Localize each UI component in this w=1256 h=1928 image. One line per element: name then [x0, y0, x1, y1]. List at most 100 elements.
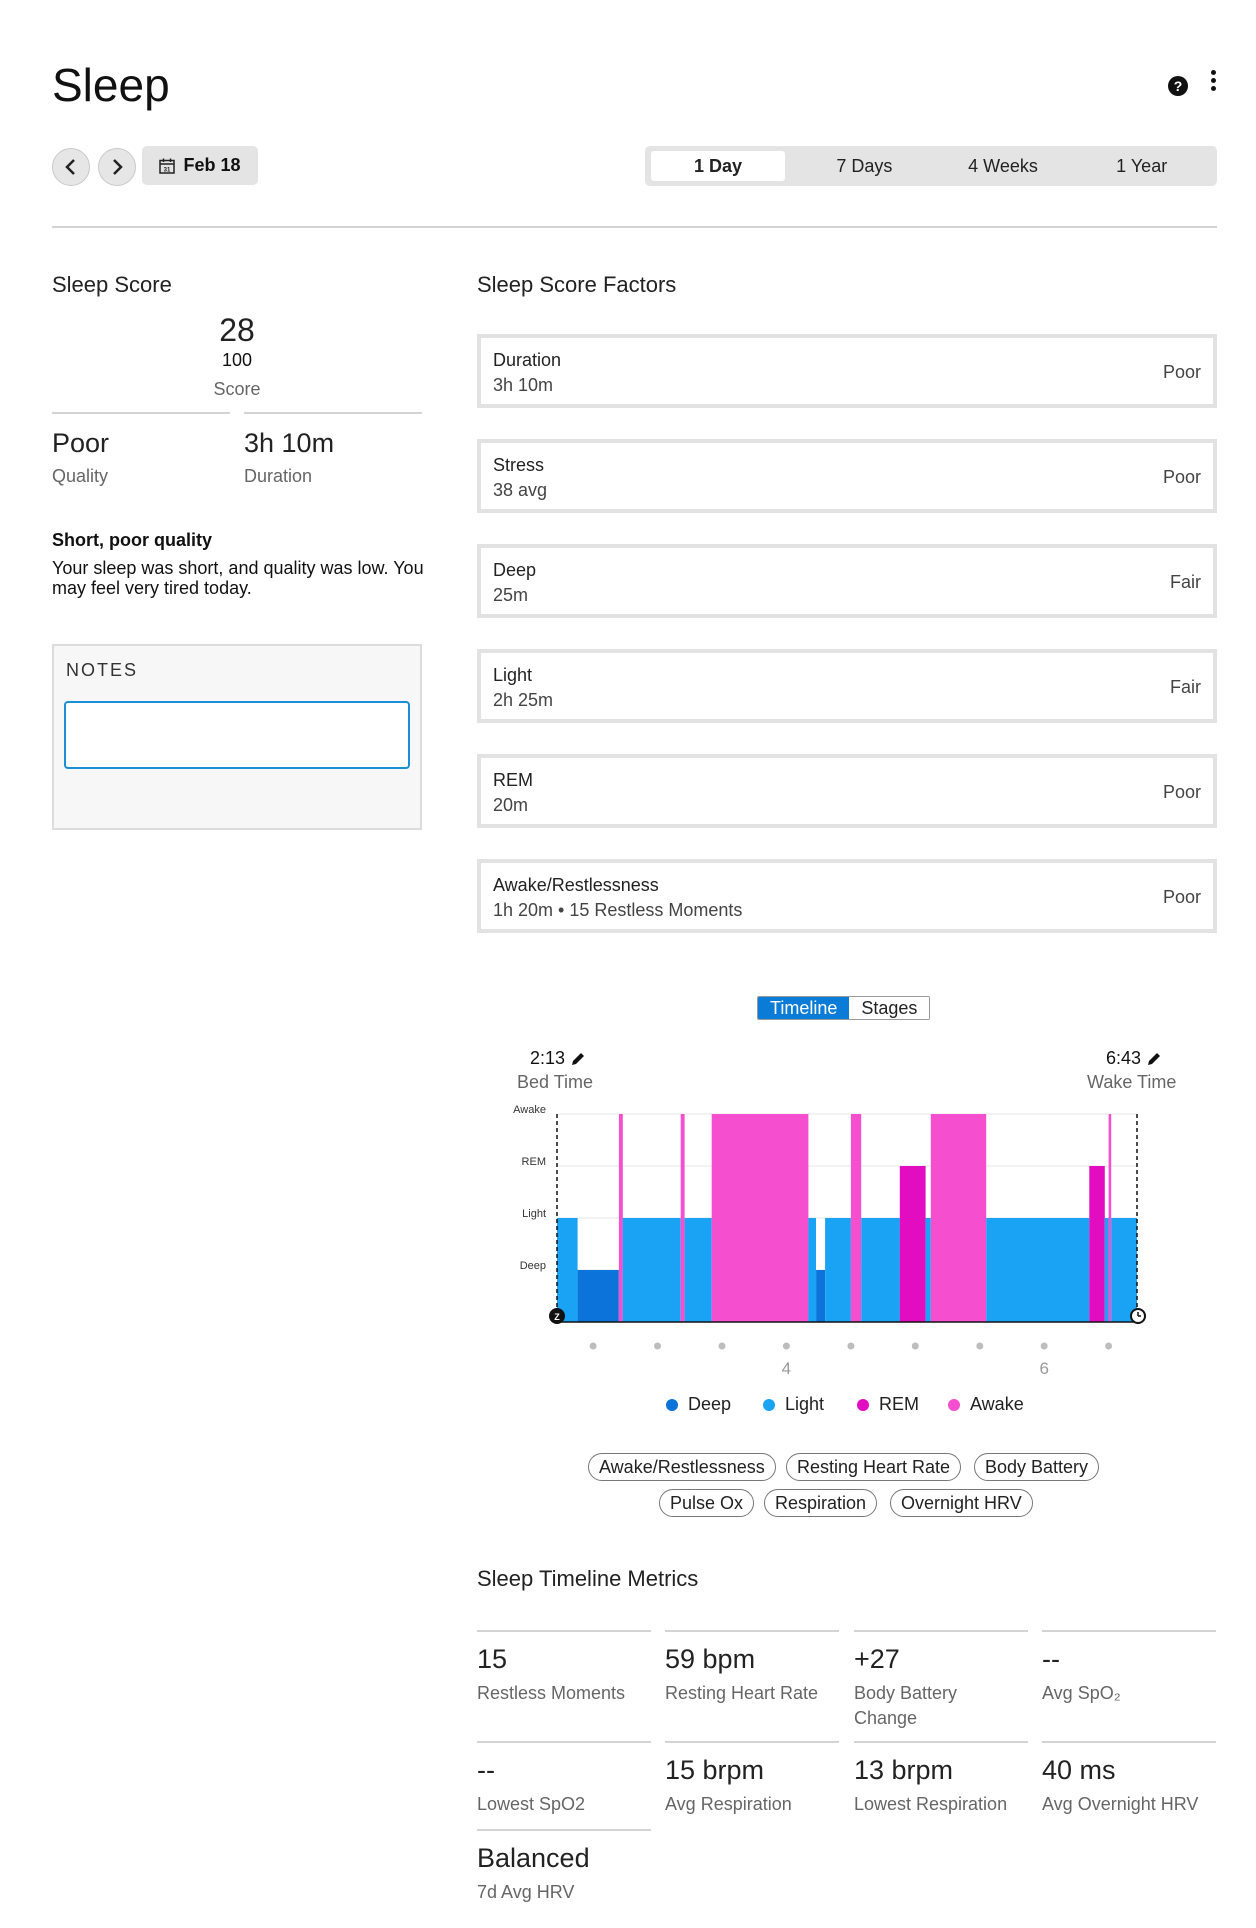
sleep-segment-light	[1111, 1218, 1137, 1322]
chart-view-toggle: Timeline Stages	[757, 996, 931, 1020]
factor-light[interactable]: Light 2h 25m Fair	[477, 649, 1217, 723]
calendar-day-text: 31	[164, 167, 171, 173]
factor-stress[interactable]: Stress 38 avg Poor	[477, 439, 1217, 513]
factor-rem[interactable]: REM 20m Poor	[477, 754, 1217, 828]
help-icon[interactable]: ?	[1168, 76, 1188, 96]
notes-panel: NOTES	[52, 644, 422, 830]
sleep-segment-awake	[850, 1114, 862, 1322]
bed-time-editor[interactable]: 2:13	[530, 1048, 587, 1069]
factor-name: Light	[493, 665, 533, 685]
tab-1-day[interactable]: 1 Day	[651, 151, 785, 181]
time-tick-dot	[589, 1342, 597, 1350]
metric-lowest-spo2: -- Lowest SpO2	[477, 1741, 651, 1817]
next-day-button[interactable]	[98, 148, 136, 186]
factor-duration[interactable]: Duration 3h 10m Poor	[477, 334, 1217, 408]
pill-resting-heart-rate[interactable]: Resting Heart Rate	[786, 1453, 962, 1481]
more-options-icon[interactable]	[1208, 70, 1218, 96]
sleep-segment-light	[986, 1218, 1090, 1322]
sleep-segment-light	[808, 1218, 816, 1322]
sleep-segment-deep	[816, 1270, 826, 1322]
wake-time-editor[interactable]: 6:43	[1106, 1048, 1163, 1069]
metric-resting-heart-rate: 59 bpm Resting Heart Rate	[665, 1630, 839, 1706]
notes-input[interactable]	[64, 701, 410, 769]
factor-name: Awake/Restlessness	[493, 875, 659, 895]
duration-value: 3h 10m	[244, 428, 335, 458]
time-tick-dot	[976, 1342, 984, 1350]
metric-restless-moments: 15 Restless Moments	[477, 1630, 651, 1706]
pill-awake-restlessness[interactable]: Awake/Restlessness	[588, 1453, 776, 1481]
factor-value: 25m	[493, 585, 529, 605]
factor-deep[interactable]: Deep 25m Fair	[477, 544, 1217, 618]
tab-timeline[interactable]: Timeline	[758, 997, 850, 1019]
calendar-icon: 31	[159, 158, 176, 174]
sleep-segment-awake	[711, 1114, 809, 1322]
pencil-icon	[1148, 1052, 1161, 1065]
header-divider	[52, 226, 1217, 228]
factors-heading: Sleep Score Factors	[477, 272, 677, 297]
legend-awake: Awake	[948, 1394, 1024, 1415]
light-swatch	[763, 1398, 775, 1411]
time-tick-dot	[847, 1342, 855, 1350]
date-picker-button[interactable]: 31 Feb 18	[142, 146, 258, 185]
legend-deep: Deep	[666, 1394, 731, 1415]
page-title: Sleep	[52, 59, 170, 111]
time-tick-dot	[718, 1342, 726, 1350]
metric-avg-spo2: -- Avg SpO₂	[1042, 1630, 1216, 1706]
time-tick-dot	[1105, 1342, 1113, 1350]
sleep-timeline-chart: Awake REM Light Deep Z 4 6	[513, 1104, 1146, 1378]
factor-rating: Poor	[1162, 887, 1201, 907]
tab-stages[interactable]: Stages	[861, 998, 918, 1018]
factor-value: 3h 10m	[493, 375, 554, 395]
stage-label-rem: REM	[522, 1156, 546, 1168]
chevron-left-icon	[65, 159, 75, 175]
pill-respiration[interactable]: Respiration	[764, 1489, 878, 1517]
sleep-segment-light	[1104, 1218, 1109, 1322]
stage-label-deep: Deep	[520, 1260, 546, 1272]
metric-avg-overnight-hrv: 40 ms Avg Overnight HRV	[1042, 1741, 1216, 1817]
factor-rating: Fair	[1170, 572, 1201, 592]
pill-overnight-hrv[interactable]: Overnight HRV	[890, 1489, 1033, 1517]
hour-tick-label: 6	[1039, 1359, 1048, 1378]
metric-avg-respiration: 15 brpm Avg Respiration	[665, 1741, 839, 1817]
tab-4-weeks[interactable]: 4 Weeks	[968, 156, 1038, 176]
sleep-segment-awake	[618, 1114, 623, 1322]
factor-value: 38 avg	[493, 480, 548, 500]
stage-label-light: Light	[522, 1208, 546, 1220]
factor-rating: Poor	[1162, 362, 1201, 382]
wake-time-label: Wake Time	[1087, 1072, 1177, 1092]
pencil-icon	[572, 1052, 585, 1065]
previous-day-button[interactable]	[52, 148, 90, 186]
pill-body-battery[interactable]: Body Battery	[974, 1453, 1100, 1481]
sleep-segment-awake	[1108, 1114, 1112, 1322]
awake-swatch	[948, 1398, 960, 1411]
tab-7-days[interactable]: 7 Days	[836, 156, 893, 176]
sleep-segment-light	[557, 1218, 578, 1322]
summary-title: Short, poor quality	[52, 530, 212, 550]
metric-7d-avg-hrv: Balanced 7d Avg HRV	[477, 1829, 651, 1905]
range-tabs: 1 Day 7 Days 4 Weeks 1 Year	[645, 146, 1217, 186]
factor-awake-restlessness[interactable]: Awake/Restlessness 1h 20m • 15 Restless …	[477, 859, 1217, 933]
factor-name: Duration	[493, 350, 562, 370]
legend-rem: REM	[857, 1394, 919, 1415]
svg-text:Z: Z	[554, 1312, 560, 1322]
summary-text: Your sleep was short, and quality was lo…	[52, 558, 424, 598]
factor-rating: Poor	[1162, 467, 1201, 487]
time-tick-dot	[911, 1342, 919, 1350]
sleep-segment-awake	[680, 1114, 685, 1322]
factor-name: REM	[493, 770, 533, 790]
factor-value: 20m	[493, 795, 529, 815]
factor-value: 1h 20m • 15 Restless Moments	[493, 900, 743, 920]
sleep-segment-rem	[899, 1166, 926, 1322]
pill-pulse-ox[interactable]: Pulse Ox	[659, 1489, 755, 1517]
chevron-right-icon	[113, 159, 123, 175]
legend-light: Light	[763, 1394, 824, 1415]
sleep-segment-light	[684, 1218, 712, 1322]
tab-1-year[interactable]: 1 Year	[1116, 156, 1168, 176]
bed-time-value: 2:13	[530, 1048, 566, 1068]
quality-value: Poor	[52, 428, 110, 458]
deep-swatch	[666, 1398, 678, 1411]
score-divider-left	[52, 412, 230, 414]
duration-label: Duration	[244, 466, 313, 486]
sleep-segment-deep	[577, 1270, 619, 1322]
score-divider-right	[244, 412, 422, 414]
